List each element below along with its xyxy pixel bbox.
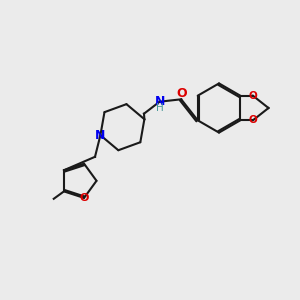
Text: H: H [156,103,164,113]
Text: O: O [80,193,89,203]
Text: O: O [248,115,257,125]
Text: O: O [176,87,187,101]
Text: O: O [248,91,257,101]
Text: N: N [95,129,106,142]
Text: N: N [154,94,165,108]
